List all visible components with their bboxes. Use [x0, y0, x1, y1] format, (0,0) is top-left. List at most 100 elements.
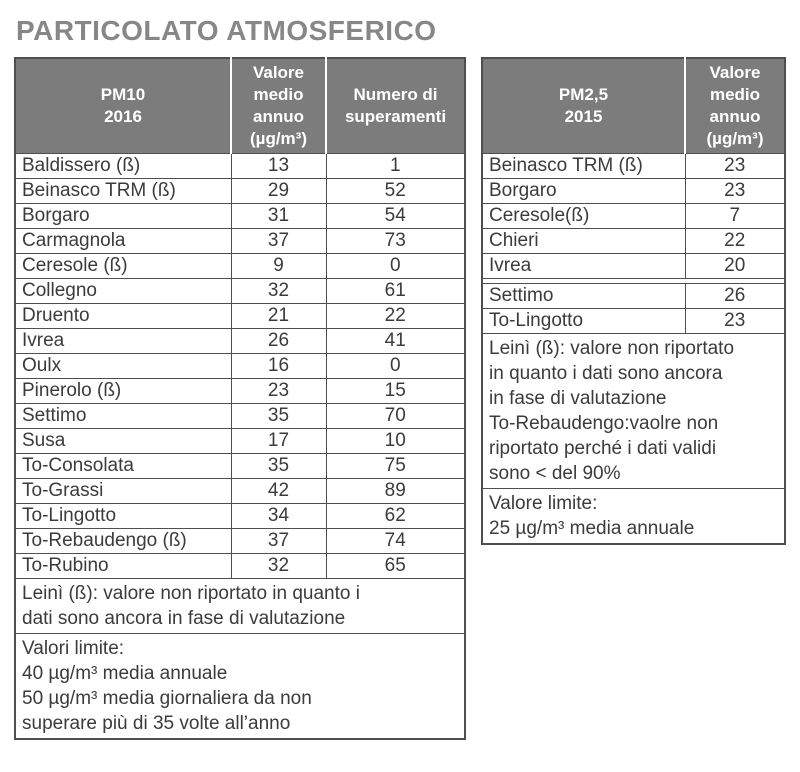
table-row: Chieri 22 [481, 228, 786, 254]
table-row: Carmagnola 37 73 [14, 228, 466, 254]
station-cell: Borgaro [14, 203, 232, 229]
pm10-note-limits: Valori limite: 40 µg/m³ media annuale 50… [14, 633, 466, 740]
pm25-header-row: PM2,5 2015 Valore medio annuo (µg/m³) [481, 57, 786, 154]
station-cell: Settimo [481, 283, 686, 309]
annual-mean-cell: 7 [684, 203, 786, 229]
table-row: Borgaro 31 54 [14, 203, 466, 229]
table-row: Oulx 16 0 [14, 353, 466, 379]
station-cell: To-Grassi [14, 478, 232, 504]
exceedances-cell: 54 [325, 203, 466, 229]
table-row: Druento 21 22 [14, 303, 466, 329]
row-gap-cell [481, 278, 786, 284]
pm10-limits-row: Valori limite: 40 µg/m³ media annuale 50… [14, 633, 466, 740]
station-cell: Ceresole(ß) [481, 203, 686, 229]
table-row: Settimo 35 70 [14, 403, 466, 429]
exceedances-cell: 22 [325, 303, 466, 329]
station-cell: Susa [14, 428, 232, 454]
exceedances-cell: 52 [325, 178, 466, 204]
annual-mean-cell: 21 [230, 303, 327, 329]
annual-mean-cell: 35 [230, 403, 327, 429]
table-row: Beinasco TRM (ß) 29 52 [14, 178, 466, 204]
pm10-header-exceedances: Numero di superamenti [325, 57, 466, 154]
row-gap [481, 278, 786, 284]
station-cell: To-Lingotto [14, 503, 232, 529]
station-cell: Pinerolo (ß) [14, 378, 232, 404]
station-cell: Oulx [14, 353, 232, 379]
annual-mean-cell: 26 [684, 283, 786, 309]
table-row: Settimo 26 [481, 283, 786, 309]
station-cell: Beinasco TRM (ß) [481, 153, 686, 179]
station-cell: Baldissero (ß) [14, 153, 232, 179]
table-row: To-Grassi 42 89 [14, 478, 466, 504]
station-cell: Ivrea [481, 253, 686, 279]
annual-mean-cell: 23 [684, 308, 786, 334]
station-cell: Ceresole (ß) [14, 253, 232, 279]
exceedances-cell: 10 [325, 428, 466, 454]
exceedances-cell: 75 [325, 453, 466, 479]
pm25-note-leini: Leinì (ß): valore non riportato in quant… [481, 333, 786, 489]
exceedances-cell: 1 [325, 153, 466, 179]
pm10-header-annual-mean: Valore medio annuo (µg/m³) [230, 57, 327, 154]
table-row: Ceresole(ß) 7 [481, 203, 786, 229]
exceedances-cell: 41 [325, 328, 466, 354]
pm10-header-row: PM10 2016 Valore medio annuo (µg/m³) Num… [14, 57, 466, 154]
table-row: Ivrea 20 [481, 253, 786, 279]
annual-mean-cell: 32 [230, 278, 327, 304]
pm25-header-station: PM2,5 2015 [481, 57, 686, 154]
station-cell: Druento [14, 303, 232, 329]
annual-mean-cell: 26 [230, 328, 327, 354]
exceedances-cell: 62 [325, 503, 466, 529]
annual-mean-cell: 32 [230, 553, 327, 579]
annual-mean-cell: 20 [684, 253, 786, 279]
station-cell: Borgaro [481, 178, 686, 204]
exceedances-cell: 73 [325, 228, 466, 254]
station-cell: Carmagnola [14, 228, 232, 254]
station-cell: To-Rebaudengo (ß) [14, 528, 232, 554]
annual-mean-cell: 34 [230, 503, 327, 529]
table-row: Beinasco TRM (ß) 23 [481, 153, 786, 179]
table-row: To-Rebaudengo (ß) 37 74 [14, 528, 466, 554]
annual-mean-cell: 37 [230, 228, 327, 254]
pm10-note-leini: Leinì (ß): valore non riportato in quant… [14, 578, 466, 634]
table-row: To-Lingotto 34 62 [14, 503, 466, 529]
pm25-header-annual-mean: Valore medio annuo (µg/m³) [684, 57, 786, 154]
exceedances-cell: 0 [325, 353, 466, 379]
pm10-note-row: Leinì (ß): valore non riportato in quant… [14, 578, 466, 634]
annual-mean-cell: 23 [230, 378, 327, 404]
annual-mean-cell: 23 [684, 153, 786, 179]
annual-mean-cell: 31 [230, 203, 327, 229]
annual-mean-cell: 13 [230, 153, 327, 179]
pm10-table: PM10 2016 Valore medio annuo (µg/m³) Num… [14, 57, 466, 740]
annual-mean-cell: 29 [230, 178, 327, 204]
table-row: To-Consolata 35 75 [14, 453, 466, 479]
exceedances-cell: 70 [325, 403, 466, 429]
table-row: To-Lingotto 23 [481, 308, 786, 334]
exceedances-cell: 15 [325, 378, 466, 404]
station-cell: Beinasco TRM (ß) [14, 178, 232, 204]
exceedances-cell: 65 [325, 553, 466, 579]
annual-mean-cell: 9 [230, 253, 327, 279]
table-row: To-Rubino 32 65 [14, 553, 466, 579]
table-row: Ivrea 26 41 [14, 328, 466, 354]
annual-mean-cell: 17 [230, 428, 327, 454]
station-cell: To-Lingotto [481, 308, 686, 334]
annual-mean-cell: 23 [684, 178, 786, 204]
table-row: Pinerolo (ß) 23 15 [14, 378, 466, 404]
table-row: Borgaro 23 [481, 178, 786, 204]
pm25-table: PM2,5 2015 Valore medio annuo (µg/m³) Be… [481, 57, 786, 545]
annual-mean-cell: 16 [230, 353, 327, 379]
exceedances-cell: 89 [325, 478, 466, 504]
station-cell: To-Rubino [14, 553, 232, 579]
annual-mean-cell: 42 [230, 478, 327, 504]
pm25-note-row: Leinì (ß): valore non riportato in quant… [481, 333, 786, 489]
station-cell: Chieri [481, 228, 686, 254]
annual-mean-cell: 37 [230, 528, 327, 554]
table-row: Baldissero (ß) 13 1 [14, 153, 466, 179]
table-row: Ceresole (ß) 9 0 [14, 253, 466, 279]
table-row: Collegno 32 61 [14, 278, 466, 304]
page-title: PARTICOLATO ATMOSFERICO [16, 15, 437, 46]
station-cell: Settimo [14, 403, 232, 429]
table-row: Susa 17 10 [14, 428, 466, 454]
pm10-header-station: PM10 2016 [14, 57, 232, 154]
